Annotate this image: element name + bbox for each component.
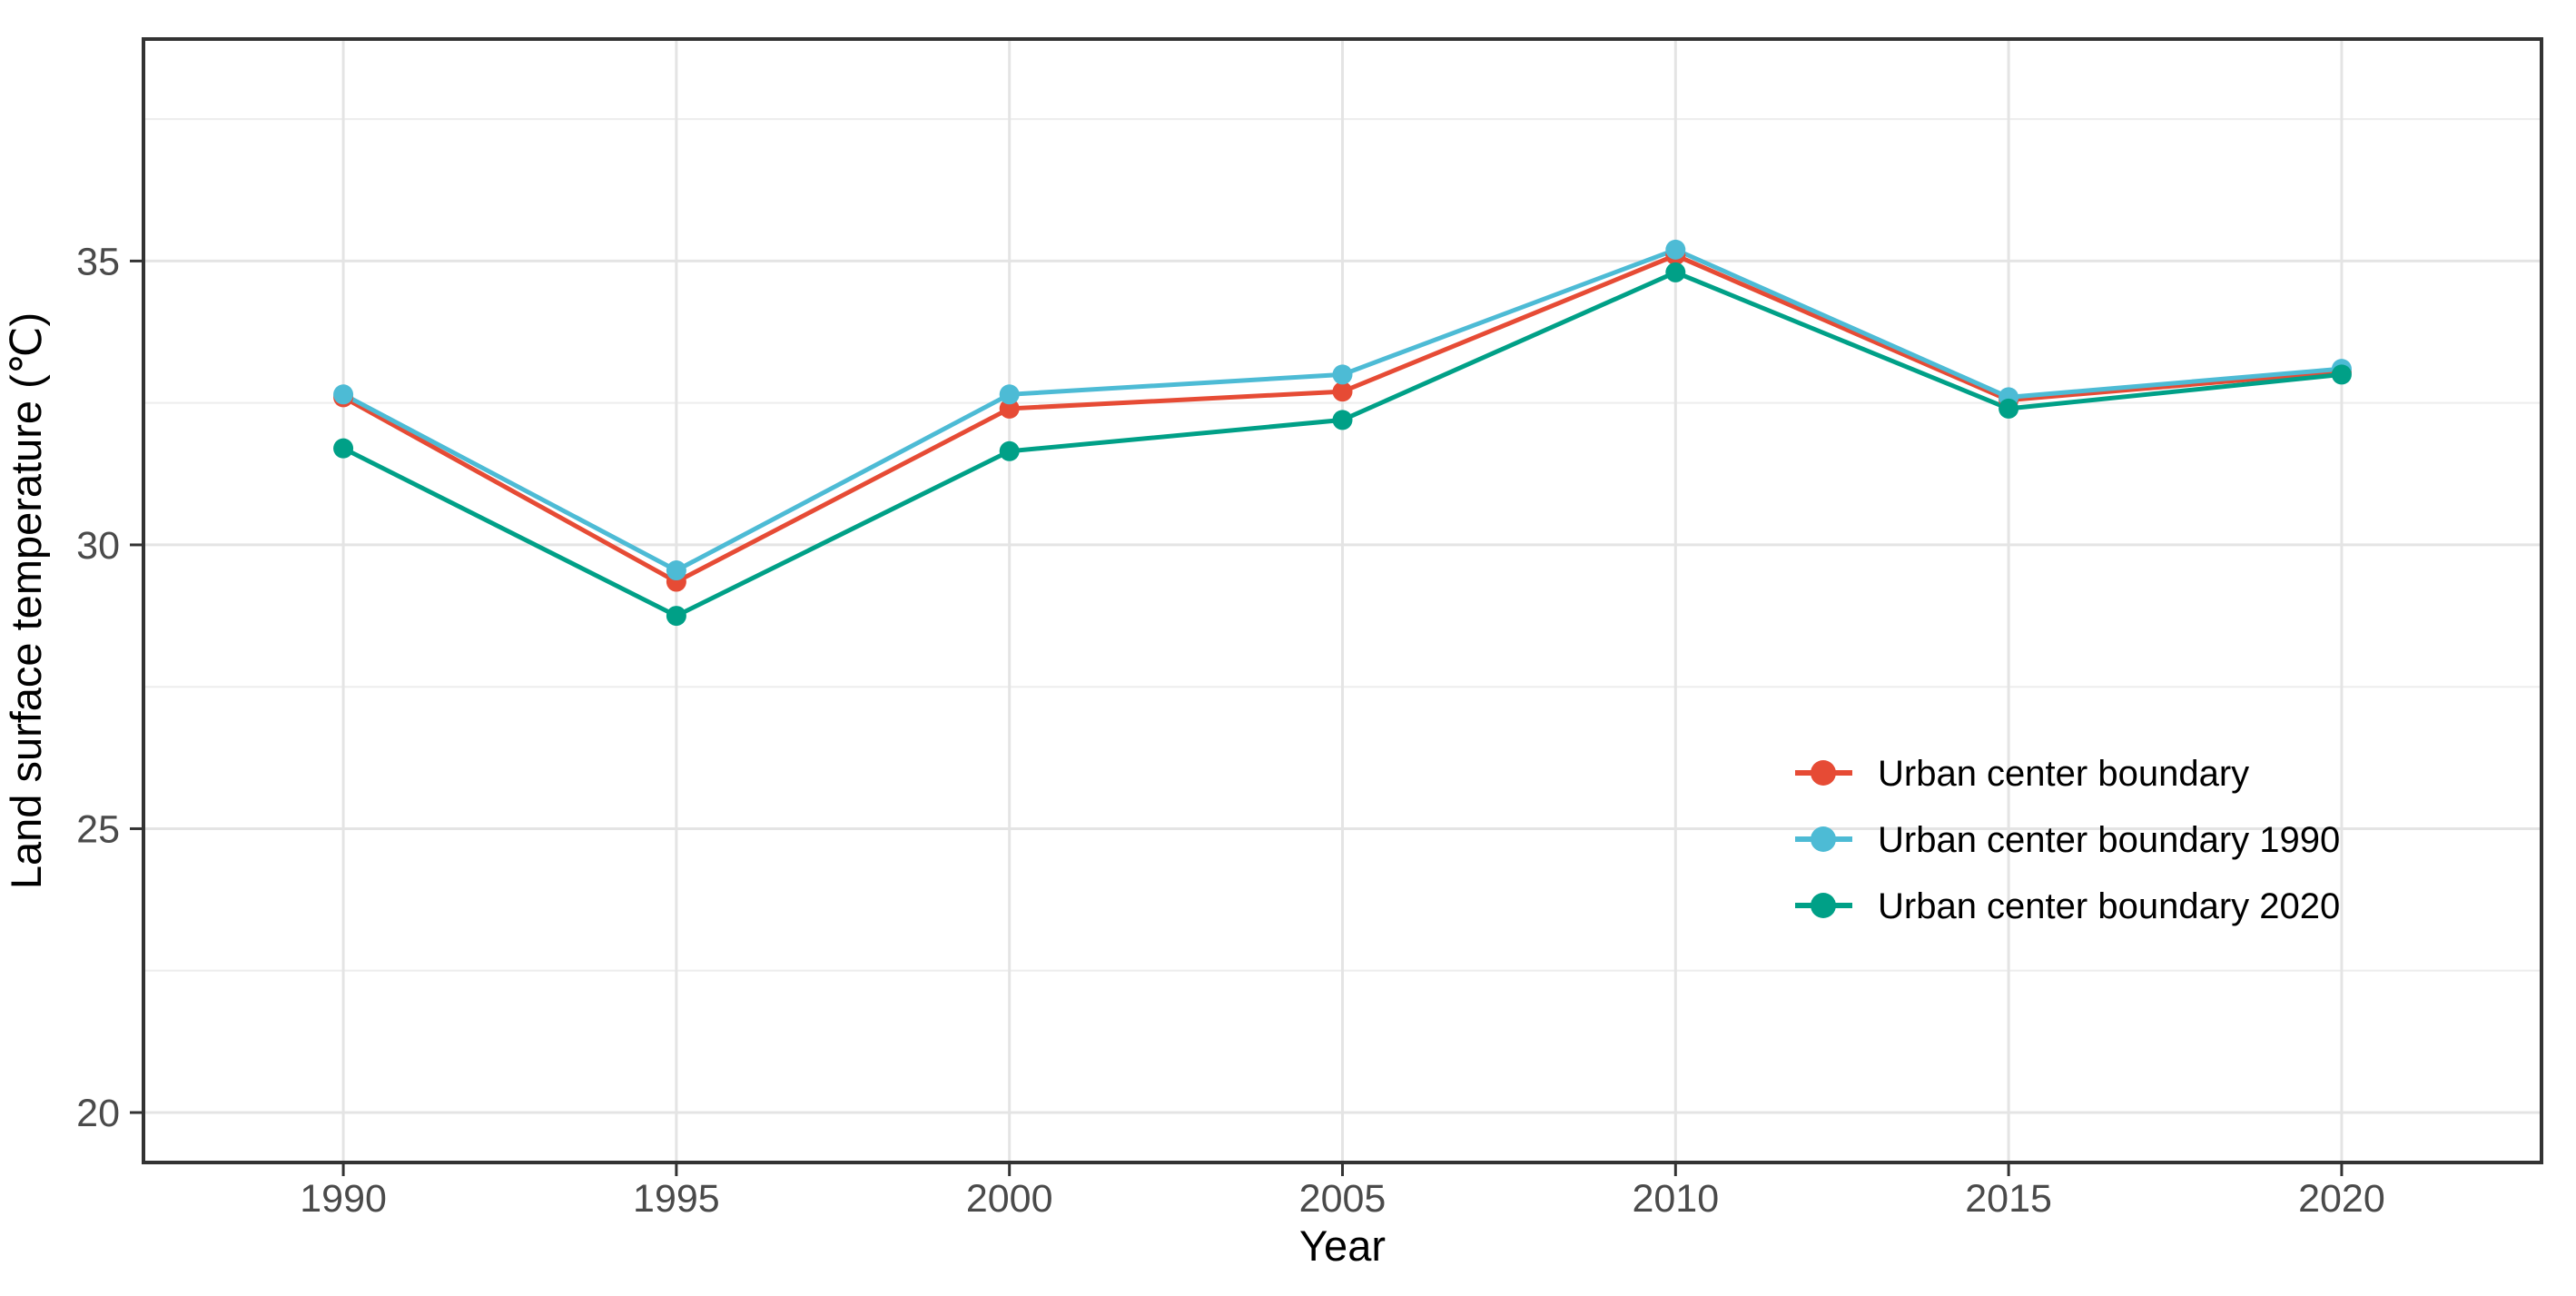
gridlines-major-x [341, 39, 2344, 1162]
data-point [999, 398, 1020, 419]
legend-entry-urban-center-boundary-2020: Urban center boundary 2020 [1795, 886, 2340, 926]
x-tick-label: 2020 [2298, 1177, 2385, 1221]
y-tick-label: 30 [76, 524, 120, 568]
legend-label: Urban center boundary [1878, 754, 2249, 794]
axis-ticks [130, 259, 2344, 1176]
y-axis-title: Land surface temperature (℃) [2, 312, 50, 889]
y-tick-label: 25 [76, 808, 120, 852]
data-point [999, 440, 1020, 461]
y-tick-label: 20 [76, 1092, 120, 1135]
x-tick-label: 1995 [633, 1177, 720, 1221]
x-axis-title: Year [1299, 1222, 1386, 1270]
x-tick-label: 2015 [1965, 1177, 2052, 1221]
legend-entry-urban-center-boundary: Urban center boundary [1795, 754, 2249, 794]
legend-key-point [1811, 893, 1836, 918]
data-point [1332, 364, 1353, 385]
data-point [999, 384, 1020, 405]
x-tick-label: 2005 [1299, 1177, 1387, 1221]
legend-label: Urban center boundary 1990 [1878, 820, 2340, 860]
data-point [333, 384, 354, 405]
legend-label: Urban center boundary 2020 [1878, 886, 2340, 926]
data-point [333, 438, 354, 459]
y-tick-label: 35 [76, 240, 120, 283]
y-tick-labels: 20 25 30 35 [76, 240, 120, 1135]
data-point [2331, 364, 2352, 385]
data-point [1665, 239, 1686, 260]
legend: Urban center boundary Urban center bounda… [1795, 754, 2340, 926]
legend-entry-urban-center-boundary-1990: Urban center boundary 1990 [1795, 820, 2340, 860]
series-points-urban-center-boundary-2020 [333, 262, 2352, 627]
legend-key-point [1811, 826, 1836, 852]
data-point [1665, 262, 1686, 282]
x-tick-label: 2010 [1632, 1177, 1719, 1221]
legend-key-point [1811, 760, 1836, 786]
x-tick-label: 1990 [300, 1177, 387, 1221]
data-point [666, 606, 686, 627]
data-point [1999, 398, 2019, 419]
series-points-urban-center-boundary-1990 [333, 239, 2352, 581]
panel-border [142, 37, 2543, 1164]
data-point [1332, 381, 1353, 402]
data-point [666, 560, 686, 581]
x-tick-label: 2000 [966, 1177, 1053, 1221]
x-tick-labels: 1990 1995 2000 2005 2010 2015 2020 [300, 1177, 2385, 1221]
data-point [1332, 410, 1353, 430]
